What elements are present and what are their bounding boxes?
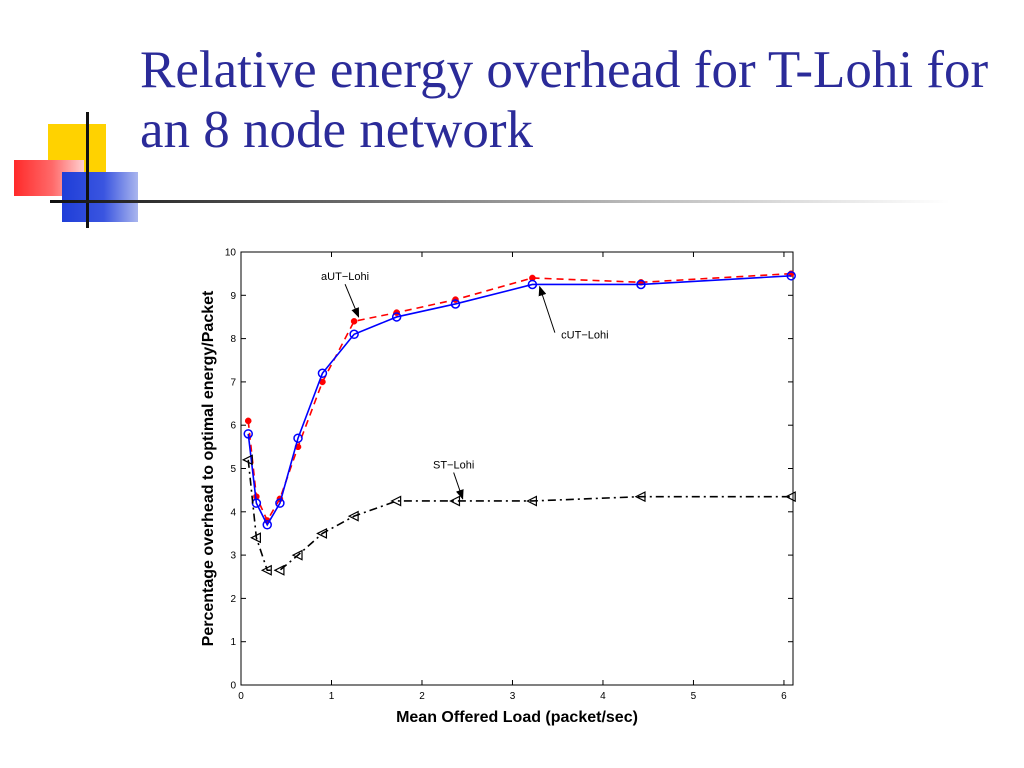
data-point: [317, 368, 328, 378]
decor-vertical-line: [86, 112, 89, 228]
plot-frame: [240, 251, 794, 686]
data-point: [273, 564, 285, 576]
data-point: [241, 454, 253, 466]
y-tick-label: 9: [230, 291, 236, 302]
series-line-cut-lohi: [247, 275, 792, 527]
series-line-st-lohi: [247, 459, 792, 572]
data-point: [786, 271, 796, 281]
data-point: [250, 532, 261, 544]
x-tick-label: 5: [691, 691, 697, 702]
data-point: [449, 495, 461, 507]
annotation-arrow-cut-lohi: [538, 285, 556, 333]
data-point: [275, 498, 285, 508]
data-point: [390, 495, 402, 507]
data-point: [526, 495, 537, 507]
y-tick-label: 0: [230, 681, 236, 692]
y-tick-label: 3: [230, 551, 236, 562]
data-point: [787, 270, 795, 277]
slide-title: Relative energy overhead for T-Lohi for …: [140, 41, 989, 159]
y-tick-label: 8: [230, 334, 236, 345]
x-tick-label: 6: [781, 691, 787, 702]
annotation-arrow-aut-lohi: [344, 283, 360, 318]
data-point: [316, 527, 328, 539]
data-point: [349, 329, 359, 340]
annotation-aut-lohi: aUT−Lohi: [321, 271, 369, 283]
annotation-arrow-st-lohi: [453, 472, 464, 500]
y-tick-label: 1: [230, 637, 236, 648]
y-tick-label: 2: [230, 594, 236, 605]
y-tick-label: 6: [230, 421, 236, 432]
title-underline: [50, 200, 950, 203]
data-point: [262, 520, 272, 530]
data-point: [634, 491, 646, 503]
y-tick-label: 4: [230, 507, 236, 518]
data-point: [450, 299, 461, 309]
y-tick-label: 10: [225, 248, 237, 259]
annotation-cut-lohi: cUT−Lohi: [561, 330, 608, 342]
series-aut-lohi: [245, 270, 795, 524]
x-axis-label: Mean Offered Load (packet/sec): [396, 709, 638, 726]
y-tick-label: 5: [230, 464, 236, 475]
x-tick-label: 4: [600, 691, 606, 702]
data-point: [636, 279, 646, 290]
data-point: [293, 433, 303, 443]
series-st-lohi: [241, 454, 796, 576]
data-point: [291, 549, 303, 561]
data-point: [260, 564, 272, 576]
x-tick-label: 3: [510, 691, 516, 702]
line-chart: 0 1 2 3 4 5 6 0 1 2 3 4 5 6 7 8 9 10 Mean Offered Load (pa…: [200, 248, 796, 726]
series-line-aut-lohi: [247, 272, 792, 523]
annotation-st-lohi: ST−Lohi: [433, 460, 474, 472]
y-axis-label: Percentage overhead to optimal energy/Pa…: [200, 290, 217, 646]
data-point: [347, 510, 359, 522]
data-point: [784, 491, 796, 503]
series-cut-lohi: [243, 271, 796, 530]
decor-blue-square: [62, 172, 138, 222]
x-tick-label: 1: [329, 691, 335, 702]
data-point: [319, 378, 326, 386]
data-point: [294, 443, 302, 451]
data-point: [637, 279, 645, 286]
x-tick-label: 0: [238, 691, 244, 702]
data-point: [350, 318, 358, 325]
data-point: [243, 429, 253, 439]
x-tick-label: 2: [419, 691, 425, 702]
data-point: [391, 312, 402, 322]
data-point: [527, 279, 538, 290]
data-point: [529, 274, 536, 282]
y-tick-label: 7: [230, 377, 236, 388]
data-point: [245, 417, 252, 425]
